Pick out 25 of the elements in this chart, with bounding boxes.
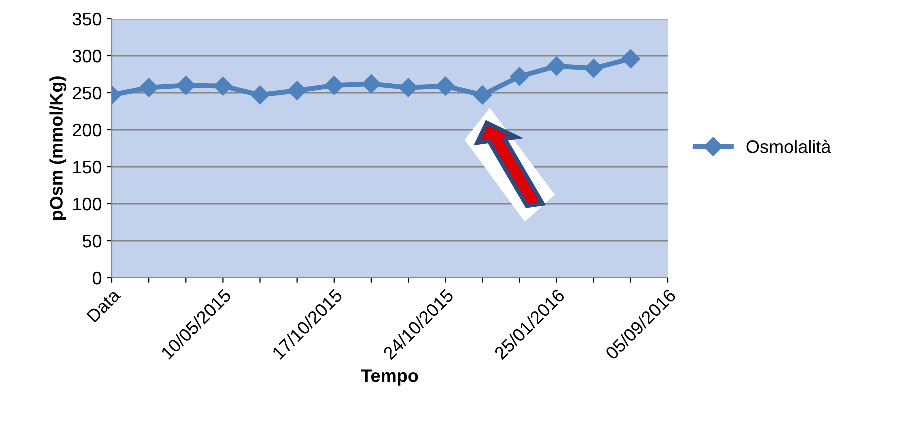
point: [473, 86, 492, 105]
point: [288, 81, 307, 100]
point: [399, 78, 418, 98]
y-tick-label: 50: [82, 234, 102, 248]
point: [140, 78, 159, 98]
point: [250, 86, 270, 105]
y-tick-label: 300: [72, 50, 102, 63]
legend-label: Osmolalità: [746, 140, 832, 154]
point: [214, 76, 233, 96]
point: [621, 49, 640, 68]
y-tick-label: 250: [73, 86, 102, 100]
y-axis-title: pOsm (mmol/Kg): [50, 76, 67, 220]
x-axis-title: Tempo: [361, 370, 418, 386]
point: [584, 59, 604, 78]
point: [436, 76, 456, 96]
y-tick-label: 200: [73, 124, 102, 137]
point: [547, 56, 566, 76]
point: [510, 67, 530, 86]
y-tick-label: 150: [74, 160, 102, 174]
y-tick-label: 0: [92, 272, 102, 285]
y-tick-label: 350: [72, 12, 102, 26]
point: [324, 76, 344, 96]
point: [362, 74, 381, 94]
y-tick-label: 100: [74, 198, 102, 211]
point: [176, 76, 196, 96]
